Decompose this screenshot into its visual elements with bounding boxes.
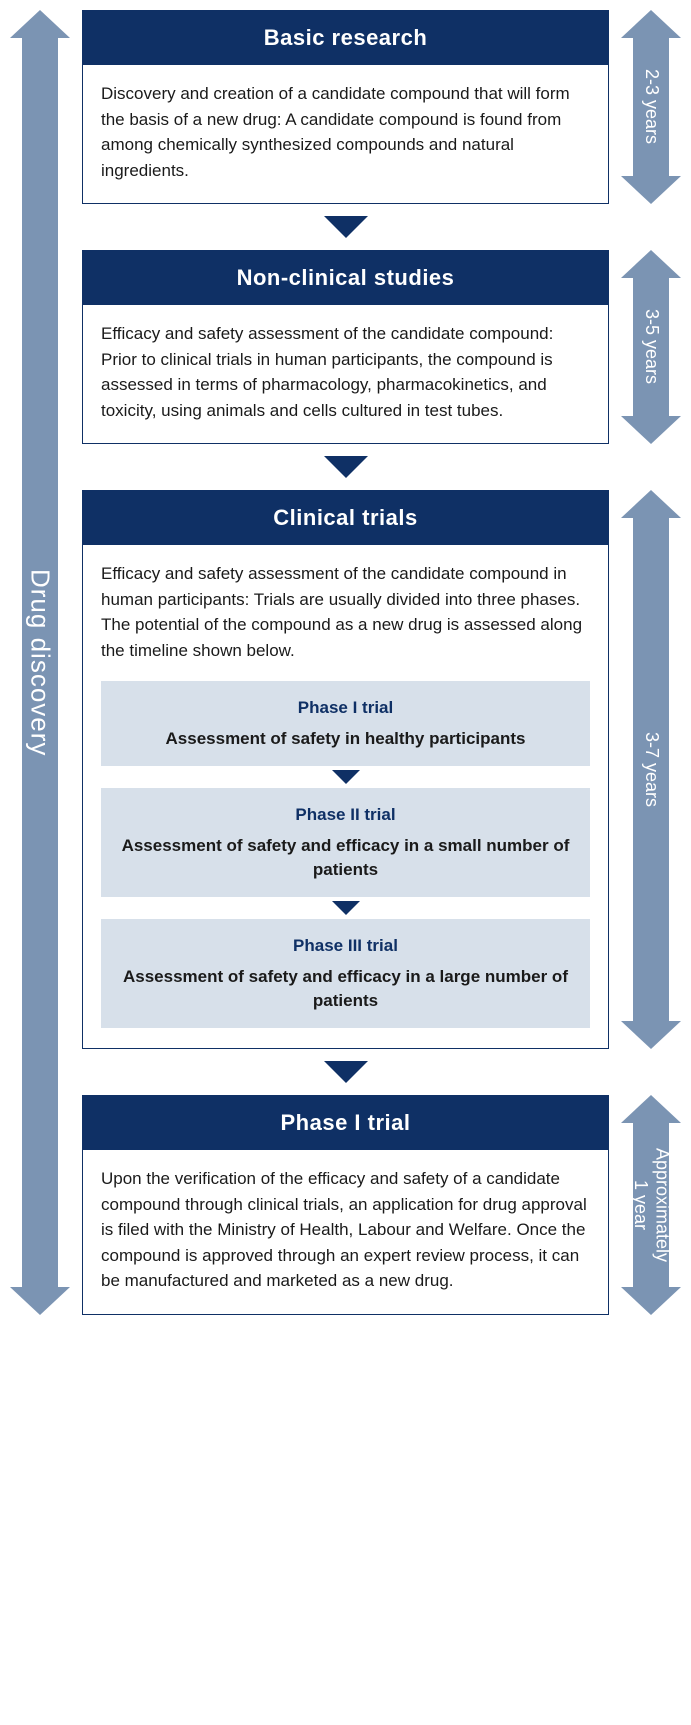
phase-card: Phase I trial Assessment of safety in he… <box>101 681 590 766</box>
stage-box-clinical: Clinical trials Efficacy and safety asse… <box>82 490 609 1049</box>
stage-body: Upon the verification of the efficacy an… <box>83 1150 608 1314</box>
stage-box-nonclinical: Non-clinical studies Efficacy and safety… <box>82 250 609 444</box>
stage-row: Basic research Discovery and creation of… <box>82 10 681 204</box>
stage-header: Clinical trials <box>83 491 608 545</box>
phase-desc: Assessment of safety and efficacy in a s… <box>119 834 572 882</box>
stage-row: Phase I trial Upon the verification of t… <box>82 1095 681 1315</box>
arrow-tip-up <box>621 10 681 38</box>
stage-row: Clinical trials Efficacy and safety asse… <box>82 490 681 1049</box>
down-arrow-icon <box>324 216 368 238</box>
phase-card: Phase II trial Assessment of safety and … <box>101 788 590 897</box>
stage-body: Efficacy and safety assessment of the ca… <box>83 305 608 443</box>
stages-column: Basic research Discovery and creation of… <box>82 10 681 1315</box>
stage-box-basic-research: Basic research Discovery and creation of… <box>82 10 609 204</box>
phase-desc: Assessment of safety and efficacy in a l… <box>119 965 572 1013</box>
phase-card: Phase III trial Assessment of safety and… <box>101 919 590 1028</box>
duration-label: 3-7 years <box>640 732 662 807</box>
stage-body: Efficacy and safety assessment of the ca… <box>83 545 608 1048</box>
arrow-tip-up <box>621 490 681 518</box>
phase-title: Phase III trial <box>119 933 572 959</box>
duration-arrow: 3-5 years <box>621 250 681 444</box>
duration-label: 2-3 years <box>640 69 662 144</box>
small-arrow-icon <box>332 901 360 915</box>
down-arrow-icon <box>324 1061 368 1083</box>
phase-desc: Assessment of safety in healthy particip… <box>119 727 572 751</box>
arrow-tip-up <box>621 1095 681 1123</box>
down-arrow-icon <box>324 456 368 478</box>
arrow-tip-down <box>10 1287 70 1315</box>
small-arrow-icon <box>332 770 360 784</box>
duration-arrow: Approximately 1 year <box>621 1095 681 1315</box>
small-arrow-wrap <box>101 897 590 919</box>
duration-arrow: 3-7 years <box>621 490 681 1049</box>
phase-title: Phase I trial <box>119 695 572 721</box>
stage-body: Discovery and creation of a candidate co… <box>83 65 608 203</box>
down-arrow-wrap <box>82 204 681 250</box>
small-arrow-wrap <box>101 766 590 788</box>
down-arrow-wrap <box>82 1049 681 1095</box>
stage-box-approval: Phase I trial Upon the verification of t… <box>82 1095 609 1315</box>
duration-label: 3-5 years <box>640 309 662 384</box>
arrow-tip-up <box>621 250 681 278</box>
duration-label: Approximately 1 year <box>629 1148 672 1262</box>
phases-list: Phase I trial Assessment of safety in he… <box>101 681 590 1028</box>
flowchart: Drug discovery Basic research Discovery … <box>10 10 681 1315</box>
duration-rail: 3-5 years <box>621 250 681 444</box>
left-rail: Drug discovery <box>10 10 70 1315</box>
arrow-tip-down <box>621 416 681 444</box>
stage-body-text: Efficacy and safety assessment of the ca… <box>101 561 590 663</box>
arrow-tip-down <box>621 1021 681 1049</box>
arrow-tip-down <box>621 1287 681 1315</box>
stage-header: Basic research <box>83 11 608 65</box>
arrow-tip-down <box>621 176 681 204</box>
duration-arrow: 2-3 years <box>621 10 681 204</box>
duration-rail: Approximately 1 year <box>621 1095 681 1315</box>
duration-rail: 2-3 years <box>621 10 681 204</box>
left-rail-label: Drug discovery <box>25 569 56 756</box>
duration-rail: 3-7 years <box>621 490 681 1049</box>
drug-discovery-arrow: Drug discovery <box>10 10 70 1315</box>
stage-header: Phase I trial <box>83 1096 608 1150</box>
arrow-tip-up <box>10 10 70 38</box>
stage-header: Non-clinical studies <box>83 251 608 305</box>
phase-title: Phase II trial <box>119 802 572 828</box>
down-arrow-wrap <box>82 444 681 490</box>
stage-row: Non-clinical studies Efficacy and safety… <box>82 250 681 444</box>
